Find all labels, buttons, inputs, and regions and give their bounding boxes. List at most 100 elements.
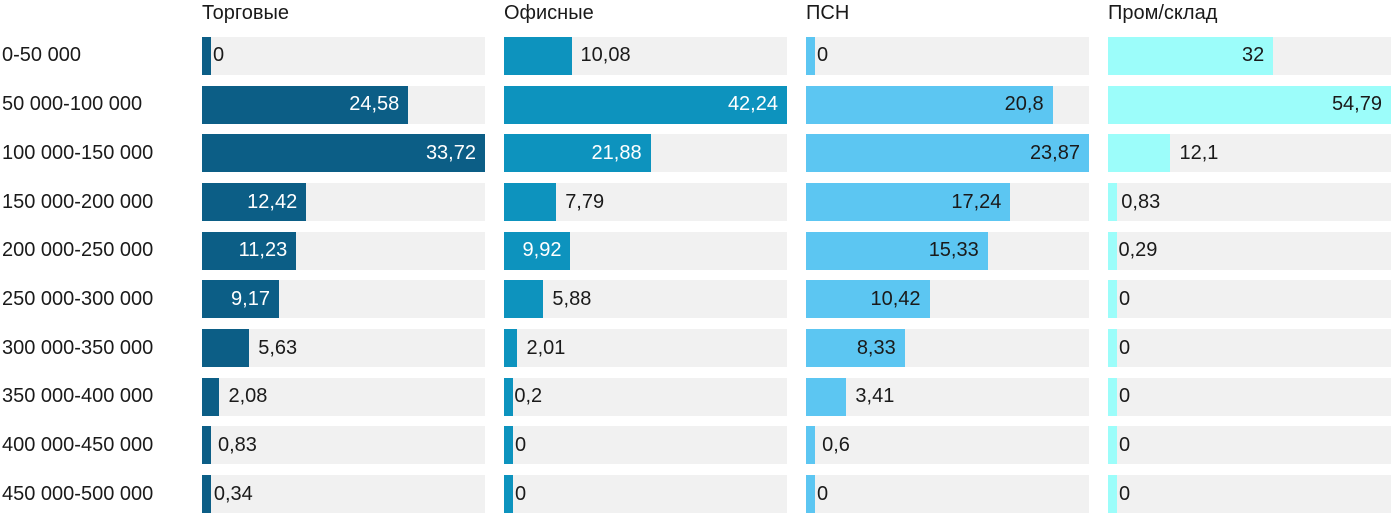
value-label: 10,42 bbox=[870, 287, 921, 310]
row-label: 450 000-500 000 bbox=[2, 482, 154, 505]
bar-track: 0,2 bbox=[504, 377, 787, 416]
bar: 12,42 bbox=[202, 183, 307, 222]
value-label: 9,92 bbox=[522, 239, 562, 262]
value-label: 21,88 bbox=[591, 141, 642, 164]
value-label: 0 bbox=[1119, 433, 1131, 456]
bar bbox=[1108, 475, 1117, 514]
row-label: 100 000-150 000 bbox=[2, 141, 154, 164]
bar: 24,58 bbox=[202, 85, 409, 124]
bar-track: 15,33 bbox=[806, 231, 1089, 270]
value-label: 0,83 bbox=[217, 433, 257, 456]
bar: 9,92 bbox=[504, 231, 571, 270]
bar: 9,17 bbox=[202, 280, 279, 319]
bar: 42,24 bbox=[504, 85, 787, 124]
value-label: 20,8 bbox=[1004, 93, 1044, 116]
column-header: Пром/склад bbox=[1108, 1, 1218, 24]
bar-track: 42,24 bbox=[504, 85, 787, 124]
bar-track: 54,79 bbox=[1108, 85, 1391, 124]
corner-spacer bbox=[0, 0, 183, 26]
value-label: 9,17 bbox=[231, 287, 270, 310]
bar: 11,23 bbox=[202, 231, 297, 270]
bar-track: 32 bbox=[1108, 36, 1391, 75]
bar: 54,79 bbox=[1108, 85, 1391, 124]
value-label: 3,41 bbox=[855, 385, 895, 408]
bar-track: 0 bbox=[1108, 280, 1391, 319]
bar-track: 0,34 bbox=[202, 475, 485, 514]
bar-track: 0 bbox=[504, 475, 787, 514]
bar: 20,8 bbox=[806, 85, 1053, 124]
bar-track: 0,83 bbox=[1108, 183, 1391, 222]
bar-track: 7,79 bbox=[504, 183, 787, 222]
bar-track: 0,83 bbox=[202, 426, 485, 465]
bar-track: 9,17 bbox=[202, 280, 485, 319]
bar: 21,88 bbox=[504, 134, 651, 173]
bar-track: 0 bbox=[504, 426, 787, 465]
row-label: 350 000-400 000 bbox=[2, 385, 154, 408]
bar bbox=[806, 36, 815, 75]
bar: 15,33 bbox=[806, 231, 988, 270]
bar: 33,72 bbox=[202, 134, 485, 173]
bar bbox=[504, 475, 513, 514]
value-label: 0 bbox=[1119, 336, 1131, 359]
bar-track: 0,29 bbox=[1108, 231, 1391, 270]
column-header: ПСН bbox=[806, 1, 850, 24]
bar-track: 0,6 bbox=[806, 426, 1089, 465]
value-label: 5,63 bbox=[258, 336, 298, 359]
bar: 8,33 bbox=[806, 329, 905, 368]
bar-track: 33,72 bbox=[202, 134, 485, 173]
value-label: 0 bbox=[515, 482, 527, 505]
bar: 10,42 bbox=[806, 280, 930, 319]
bar-track: 8,33 bbox=[806, 329, 1089, 368]
bar bbox=[1108, 377, 1117, 416]
bar bbox=[202, 329, 250, 368]
value-label: 2,01 bbox=[526, 336, 566, 359]
bar bbox=[504, 377, 513, 416]
value-label: 12,1 bbox=[1179, 141, 1219, 164]
bar-track: 12,1 bbox=[1108, 134, 1391, 173]
value-label: 0 bbox=[515, 433, 527, 456]
bar: 23,87 bbox=[806, 134, 1089, 173]
row-label: 200 000-250 000 bbox=[2, 239, 154, 262]
row-label: 300 000-350 000 bbox=[2, 336, 154, 359]
value-label: 0,34 bbox=[213, 482, 253, 505]
value-label: 0,6 bbox=[822, 433, 850, 456]
bar bbox=[806, 475, 815, 514]
bar bbox=[1108, 280, 1117, 319]
value-label: 0,29 bbox=[1118, 239, 1158, 262]
value-label: 24,58 bbox=[349, 93, 400, 116]
bar-track: 23,87 bbox=[806, 134, 1089, 173]
value-label: 15,33 bbox=[928, 239, 979, 262]
bar-track: 0 bbox=[1108, 475, 1391, 514]
bar bbox=[504, 426, 513, 465]
bar bbox=[1108, 426, 1117, 465]
bar bbox=[806, 377, 847, 416]
bar-track: 5,63 bbox=[202, 329, 485, 368]
value-label: 8,33 bbox=[856, 336, 896, 359]
bar-track: 10,42 bbox=[806, 280, 1089, 319]
value-label: 0 bbox=[817, 44, 829, 67]
bar-track: 12,42 bbox=[202, 183, 485, 222]
row-label: 50 000-100 000 bbox=[2, 93, 143, 116]
bar bbox=[202, 36, 211, 75]
value-label: 0 bbox=[817, 482, 829, 505]
bar-track: 21,88 bbox=[504, 134, 787, 173]
bar-track: 24,58 bbox=[202, 85, 485, 124]
value-label: 0 bbox=[213, 44, 225, 67]
value-label: 17,24 bbox=[951, 190, 1002, 213]
value-label: 0 bbox=[1119, 482, 1131, 505]
bar-track: 0 bbox=[806, 475, 1089, 514]
row-label: 150 000-200 000 bbox=[2, 190, 154, 213]
bar-track: 5,88 bbox=[504, 280, 787, 319]
bar-track: 2,01 bbox=[504, 329, 787, 368]
row-label: 400 000-450 000 bbox=[2, 433, 154, 456]
value-label: 12,42 bbox=[247, 190, 298, 213]
bar bbox=[806, 426, 815, 465]
value-label: 0,83 bbox=[1121, 190, 1161, 213]
bar bbox=[1108, 329, 1117, 368]
bar-track: 0 bbox=[1108, 329, 1391, 368]
bar-track: 3,41 bbox=[806, 377, 1089, 416]
row-label: 250 000-300 000 bbox=[2, 287, 154, 310]
bar-track: 17,24 bbox=[806, 183, 1089, 222]
value-label: 10,08 bbox=[580, 44, 631, 67]
value-label: 42,24 bbox=[727, 93, 778, 116]
